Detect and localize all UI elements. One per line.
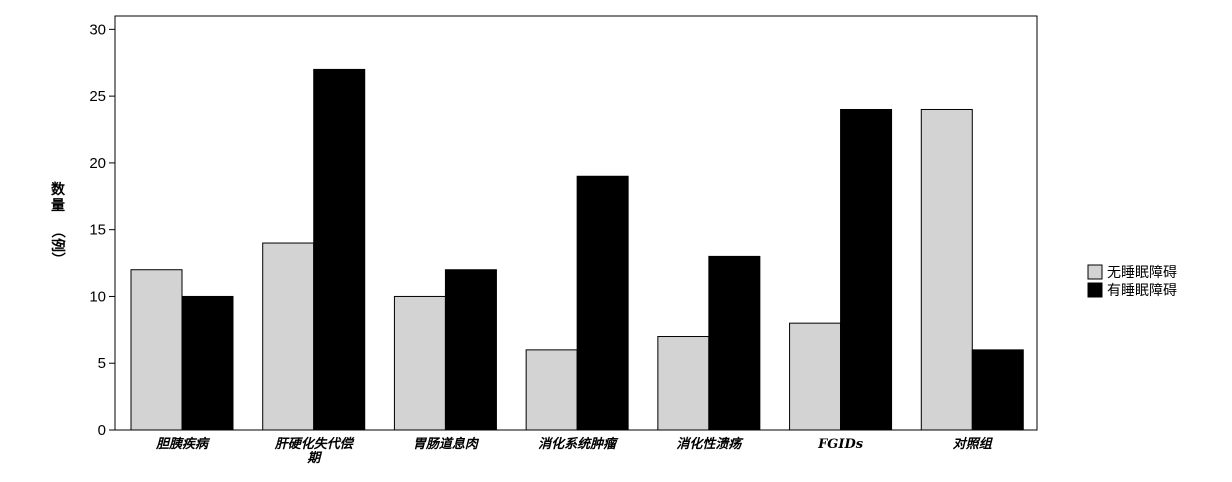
bars	[130, 68, 1024, 431]
x-category-label: 消化性溃疡	[676, 436, 744, 452]
y-axis-title-unit: （例）	[49, 224, 66, 266]
x-category-label: 胃肠道息肉	[413, 436, 480, 452]
bar-no-sleep-disorder	[393, 295, 446, 431]
bar-sleep-disorder	[708, 255, 761, 431]
bar-no-sleep-disorder	[789, 322, 842, 431]
legend-swatch	[1087, 264, 1103, 280]
bar-sleep-disorder	[181, 295, 234, 431]
bar-no-sleep-disorder	[657, 336, 710, 431]
bar-no-sleep-disorder	[920, 108, 973, 431]
y-axis: 0 5 10 15 20 25 30	[89, 21, 115, 439]
x-category-label: 消化系统肿瘤	[538, 436, 619, 452]
y-tick-label: 10	[89, 288, 106, 305]
legend-label: 无睡眠障碍	[1107, 265, 1177, 281]
bar-sleep-disorder	[444, 269, 497, 431]
y-axis-title-main: 数量	[51, 181, 66, 214]
bar-sleep-disorder	[971, 349, 1024, 431]
x-category-label: 期	[306, 450, 322, 466]
bar-no-sleep-disorder	[262, 242, 315, 431]
bar-no-sleep-disorder	[525, 349, 578, 431]
legend-label: 有睡眠障碍	[1107, 283, 1177, 299]
legend-swatch	[1087, 282, 1103, 298]
x-category-label: 胆胰疾病	[155, 436, 211, 452]
bar-sleep-disorder	[576, 175, 629, 431]
y-axis-title: 数量 （例）	[49, 181, 66, 266]
y-tick-label: 0	[98, 422, 106, 439]
y-tick-label: 25	[89, 88, 106, 105]
bar-sleep-disorder	[840, 108, 893, 431]
x-category-label: 对照组	[953, 436, 994, 452]
y-tick-label: 20	[89, 155, 106, 172]
y-tick-label: 15	[89, 222, 106, 239]
bar-no-sleep-disorder	[130, 269, 183, 431]
x-category-label: FGIDs	[817, 437, 864, 452]
x-category-label: 肝硬化失代偿	[274, 436, 355, 452]
y-tick-label: 5	[98, 355, 106, 372]
y-tick-label: 30	[89, 21, 106, 38]
bar-sleep-disorder	[313, 68, 366, 431]
